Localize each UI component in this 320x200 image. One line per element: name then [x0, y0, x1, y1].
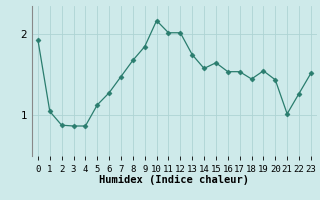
X-axis label: Humidex (Indice chaleur): Humidex (Indice chaleur) [100, 175, 249, 185]
